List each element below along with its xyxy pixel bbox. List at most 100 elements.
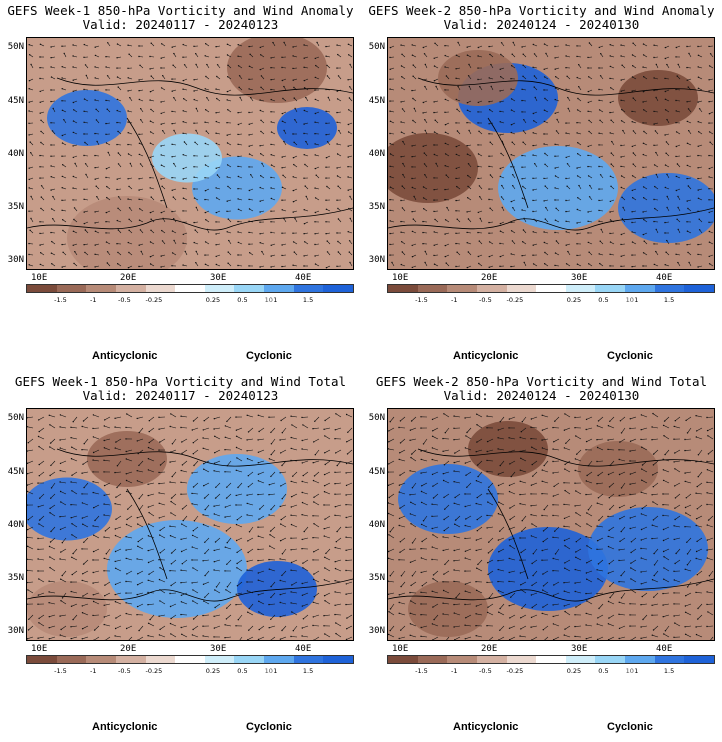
colorbar-tick-label: -0.5: [479, 296, 492, 304]
colorbar-tick-label: -0.25: [506, 667, 524, 675]
colorbar-segment: [86, 656, 116, 663]
lon-label: 40E: [295, 644, 312, 654]
lon-label: 20E: [120, 273, 137, 283]
colorbar-segment: [56, 285, 87, 292]
coastline: [388, 448, 714, 602]
wind-arrows: [27, 413, 353, 640]
vorticity-region: [398, 464, 498, 534]
colorbar-tick-label: -0.25: [145, 296, 163, 304]
colorbar-tick-label: 0.5: [237, 296, 248, 304]
colorbar-segment: [388, 285, 418, 292]
vorticity-region: [27, 581, 107, 637]
lon-label: 30E: [210, 273, 227, 283]
colorbar-tick-label: 0.5: [598, 667, 609, 675]
colorbar-tick-label: -1.5: [415, 667, 428, 675]
colorbar-extra-label: 10: [264, 667, 273, 675]
coastline: [388, 77, 714, 231]
cyclonic-label: Cyclonic: [246, 350, 292, 362]
lat-label: 40N: [368, 149, 385, 159]
panel-week1-total: GEFS Week-1 850-hPa Vorticity and Wind T…: [0, 371, 361, 742]
lon-label: 30E: [571, 273, 588, 283]
colorbar: [387, 284, 715, 293]
lat-label: 35N: [7, 202, 24, 212]
anticyclonic-label: Anticyclonic: [92, 721, 158, 733]
lon-label: 40E: [656, 273, 673, 283]
lat-label: 40N: [7, 520, 24, 530]
vorticity-region: [438, 50, 518, 106]
panel-title: GEFS Week-2 850-hPa Vorticity and Wind A…: [368, 3, 715, 18]
lat-label: 50N: [7, 413, 24, 423]
colorbar-segment: [447, 656, 477, 663]
vorticity-region: [388, 133, 478, 203]
colorbar-segment: [323, 285, 354, 292]
colorbar-tick-label: -0.5: [118, 296, 131, 304]
lat-label: 40N: [7, 149, 24, 159]
colorbar-segment: [447, 285, 477, 292]
map-canvas: [388, 38, 714, 269]
colorbar-tick-label: -1: [450, 667, 458, 675]
colorbar-segment: [56, 656, 87, 663]
lon-label: 30E: [210, 644, 227, 654]
lon-label: 10E: [392, 273, 409, 283]
colorbar-segment: [175, 285, 205, 292]
colorbar-segment: [234, 285, 265, 292]
colorbar-tick-label: 0.5: [598, 296, 609, 304]
map-canvas: [27, 409, 353, 640]
colorbar-segment: [654, 285, 685, 292]
lat-label: 40N: [368, 520, 385, 530]
colorbar-tick-label: -1.5: [415, 296, 428, 304]
lat-label: 30N: [7, 255, 24, 265]
lat-label: 35N: [368, 202, 385, 212]
lon-label: 10E: [31, 273, 48, 283]
colorbar-segment: [506, 285, 537, 292]
lat-label: 35N: [368, 573, 385, 583]
colorbar-segment: [476, 656, 507, 663]
anticyclonic-label: Anticyclonic: [453, 721, 519, 733]
lon-label: 10E: [31, 644, 48, 654]
vorticity-region: [578, 441, 658, 497]
colorbar-tick-label: 0.5: [237, 667, 248, 675]
cyclonic-label: Cyclonic: [246, 721, 292, 733]
lat-label: 45N: [7, 467, 24, 477]
colorbar-segment: [595, 285, 626, 292]
vorticity-region: [488, 527, 608, 611]
colorbar-segment: [115, 285, 146, 292]
colorbar-tick-label: 0.25: [566, 296, 582, 304]
vorticity-region: [227, 38, 327, 103]
vorticity-map: [387, 37, 715, 270]
panel-valid-dates: Valid: 20240117 - 20240123: [82, 17, 279, 32]
colorbar-tick-label: 1: [634, 296, 639, 304]
lat-label: 45N: [368, 96, 385, 106]
lon-label: 40E: [656, 644, 673, 654]
colorbar-segment: [388, 656, 418, 663]
panel-week2-anomaly: GEFS Week-2 850-hPa Vorticity and Wind A…: [361, 0, 722, 371]
colorbar-segment: [684, 285, 715, 292]
coastline: [27, 77, 353, 231]
colorbar-segment: [145, 285, 176, 292]
cyclonic-label: Cyclonic: [607, 721, 653, 733]
vorticity-region: [237, 561, 317, 617]
colorbar-segment: [476, 285, 507, 292]
lon-label: 20E: [481, 273, 498, 283]
vorticity-region: [67, 196, 187, 269]
wind-arrows: [28, 41, 353, 269]
panel-week1-anomaly: GEFS Week-1 850-hPa Vorticity and Wind A…: [0, 0, 361, 371]
colorbar-tick-label: 1.5: [663, 296, 675, 304]
panel-valid-dates: Valid: 20240117 - 20240123: [82, 388, 279, 403]
colorbar-tick-label: 1.5: [663, 667, 675, 675]
colorbar-segment: [654, 656, 685, 663]
colorbar-segment: [27, 285, 57, 292]
wind-arrows: [389, 41, 714, 269]
lat-label: 45N: [7, 96, 24, 106]
lat-label: 50N: [368, 413, 385, 423]
colorbar: [26, 284, 354, 293]
lat-label: 30N: [7, 626, 24, 636]
colorbar-extra-label: 10: [625, 296, 634, 304]
colorbar-segment: [565, 656, 596, 663]
lon-label: 10E: [392, 644, 409, 654]
colorbar-segment: [293, 656, 324, 663]
lat-label: 45N: [368, 467, 385, 477]
map-canvas: [27, 38, 353, 269]
lat-label: 30N: [368, 626, 385, 636]
colorbar-segment: [86, 285, 116, 292]
